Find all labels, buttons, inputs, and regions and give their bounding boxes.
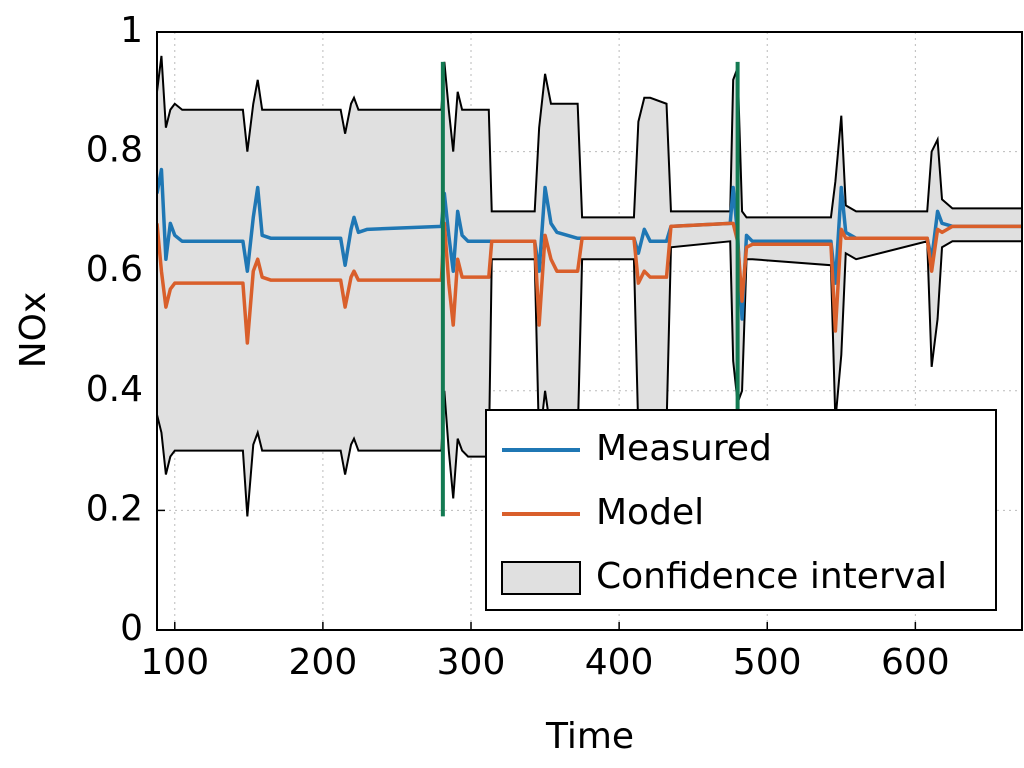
y-tick-label: 0.2 — [86, 488, 143, 529]
x-tick-label: 100 — [140, 642, 209, 683]
legend-label: Model — [596, 492, 704, 533]
x-tick-label: 600 — [881, 642, 950, 683]
x-tick-label: 300 — [437, 642, 506, 683]
y-axis-label: NOx — [13, 292, 54, 369]
y-tick-label: 0 — [120, 608, 143, 649]
plot-area — [157, 55, 1022, 517]
confidence-edge — [157, 55, 1022, 219]
y-tick-label: 0.6 — [86, 249, 143, 290]
confidence-band — [157, 55, 1022, 517]
x-tick-label: 200 — [289, 642, 358, 683]
x-axis-label: Time — [545, 716, 634, 757]
y-tick-label: 1 — [120, 10, 143, 51]
plot-frame — [156, 31, 1023, 631]
series-line — [157, 221, 1022, 345]
legend-label: Confidence interval — [596, 556, 947, 597]
legend-swatch — [501, 561, 581, 595]
y-tick-label: 0.8 — [86, 130, 143, 171]
legend: Measured Model Confidence interval — [485, 409, 997, 611]
x-tick-label: 400 — [585, 642, 654, 683]
x-tick-label: 500 — [733, 642, 802, 683]
legend-label: Measured — [596, 428, 772, 469]
y-tick-label: 0.4 — [86, 369, 143, 410]
